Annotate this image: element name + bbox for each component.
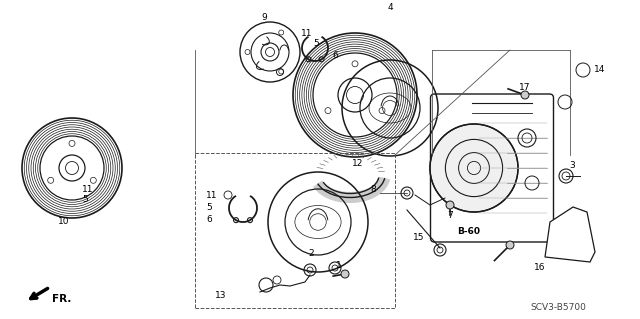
Text: 3: 3 [569, 161, 575, 170]
Circle shape [521, 91, 529, 99]
Text: 5: 5 [82, 196, 88, 204]
Text: 1: 1 [336, 262, 342, 271]
FancyBboxPatch shape [431, 94, 554, 242]
Text: 6: 6 [206, 216, 212, 225]
Circle shape [430, 124, 518, 212]
Text: 2: 2 [308, 249, 314, 258]
Text: 6: 6 [332, 50, 338, 60]
Circle shape [341, 270, 349, 278]
Text: 16: 16 [534, 263, 545, 272]
Text: 8: 8 [371, 186, 376, 195]
Bar [195, 153, 395, 308]
Polygon shape [545, 207, 595, 262]
Text: 12: 12 [352, 159, 364, 167]
Text: 13: 13 [215, 291, 227, 300]
Text: 17: 17 [519, 83, 531, 92]
Text: 5: 5 [206, 204, 212, 212]
Text: SCV3-B5700: SCV3-B5700 [530, 303, 586, 313]
Text: B-60: B-60 [457, 227, 480, 236]
Circle shape [506, 241, 514, 249]
Text: 11: 11 [206, 190, 218, 199]
Text: FR.: FR. [52, 294, 72, 304]
Text: 10: 10 [58, 218, 70, 226]
Text: 5: 5 [313, 39, 319, 48]
Circle shape [446, 201, 454, 209]
Text: 14: 14 [594, 65, 605, 75]
Text: 11: 11 [301, 28, 312, 38]
Text: 11: 11 [82, 186, 93, 195]
Text: 4: 4 [388, 4, 394, 12]
Text: 7: 7 [447, 211, 452, 219]
Text: 9: 9 [261, 13, 267, 23]
Text: 15: 15 [413, 234, 424, 242]
